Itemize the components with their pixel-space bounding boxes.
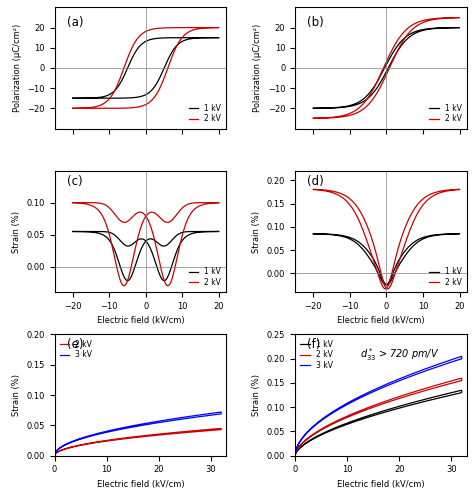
Legend: 1 kV, 2 kV, 3 kV: 1 kV, 2 kV, 3 kV: [299, 338, 334, 371]
Y-axis label: Polarization (μC/cm²): Polarization (μC/cm²): [13, 24, 22, 112]
Text: (c): (c): [66, 175, 82, 188]
Legend: 1 kV, 2 kV: 1 kV, 2 kV: [428, 102, 463, 125]
Text: (f): (f): [307, 338, 320, 351]
Text: (d): (d): [307, 175, 324, 188]
Y-axis label: Strain (%): Strain (%): [12, 374, 21, 416]
Text: (a): (a): [66, 16, 83, 29]
Y-axis label: Polarization (μC/cm²): Polarization (μC/cm²): [253, 24, 262, 112]
Text: (e): (e): [66, 338, 83, 351]
Legend: 1 kV, 2 kV: 1 kV, 2 kV: [187, 266, 222, 288]
Legend: 2 kV, 3 kV: 2 kV, 3 kV: [58, 338, 94, 361]
X-axis label: Electric field (kV/cm): Electric field (kV/cm): [337, 480, 425, 489]
Text: (b): (b): [307, 16, 324, 29]
Y-axis label: Strain (%): Strain (%): [12, 211, 21, 252]
Text: $d_{33}^*$ > 720 pm/V: $d_{33}^*$ > 720 pm/V: [360, 347, 440, 363]
X-axis label: Electric field (kV/cm): Electric field (kV/cm): [97, 316, 184, 326]
Legend: 1 kV, 2 kV: 1 kV, 2 kV: [428, 266, 463, 288]
Legend: 1 kV, 2 kV: 1 kV, 2 kV: [187, 102, 222, 125]
X-axis label: Electric field (kV/cm): Electric field (kV/cm): [337, 316, 425, 326]
X-axis label: Electric field (kV/cm): Electric field (kV/cm): [97, 480, 184, 489]
Y-axis label: Strain (%): Strain (%): [253, 211, 262, 252]
Y-axis label: Strain (%): Strain (%): [253, 374, 262, 416]
